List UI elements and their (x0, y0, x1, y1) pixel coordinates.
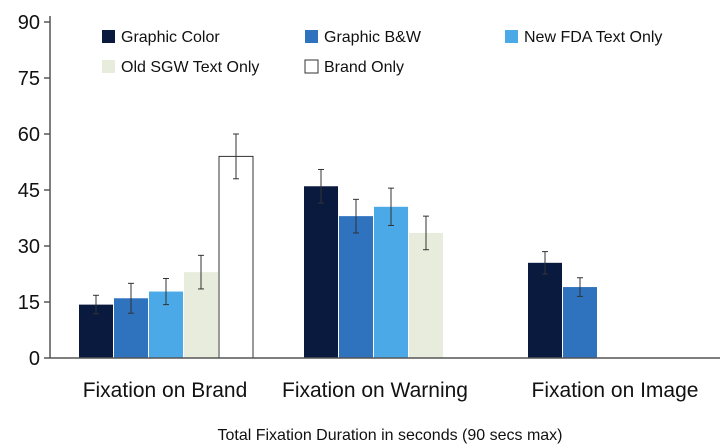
error-bar (388, 187, 394, 226)
legend-swatch (304, 59, 319, 74)
bar (304, 186, 338, 358)
bars (79, 133, 597, 359)
bar (374, 206, 408, 358)
x-axis: Fixation on Brand Fixation on Warning Fixa… (50, 357, 720, 402)
error-bar (353, 198, 359, 234)
y-tick-label: 60 (18, 124, 40, 146)
error-bar (128, 282, 134, 314)
legend-label: Graphic Color (121, 29, 220, 46)
legend: Graphic Color Graphic B&W New FDA Text Onl… (102, 29, 662, 76)
y-tick-label: 30 (18, 236, 40, 258)
legend-swatch (305, 30, 318, 43)
bar (409, 232, 443, 358)
x-axis-label: Total Fixation Duration in seconds (90 s… (217, 427, 562, 444)
legend-item: Old SGW Text Only (102, 59, 259, 76)
legend-label: Brand Only (324, 59, 404, 76)
legend-label: Old SGW Text Only (121, 59, 259, 76)
error-bar (542, 251, 548, 275)
legend-item: Graphic B&W (305, 29, 422, 46)
legend-swatch (102, 60, 115, 73)
error-bar (198, 254, 204, 290)
error-bar (233, 133, 239, 180)
legend-label: New FDA Text Only (524, 29, 662, 46)
legend-label: Graphic B&W (324, 29, 422, 46)
bar (528, 262, 562, 358)
bar (218, 155, 254, 359)
legend-swatch (505, 30, 518, 43)
legend-item: New FDA Text Only (505, 29, 662, 46)
legend-swatch (102, 30, 115, 43)
y-tick-label: 15 (18, 292, 40, 314)
x-category-label: Fixation on Warning (282, 379, 468, 402)
error-bar (163, 277, 169, 306)
y-tick-label: 45 (18, 180, 40, 202)
x-category-label: Fixation on Brand (83, 379, 248, 402)
legend-item: Brand Only (304, 59, 404, 76)
y-tick-label: 0 (29, 348, 40, 370)
legend-item: Graphic Color (102, 29, 220, 46)
error-bar (423, 215, 429, 251)
error-bar (577, 277, 583, 297)
bar (563, 287, 597, 358)
y-tick-label: 75 (18, 68, 40, 90)
error-bar (93, 294, 99, 315)
bar (339, 216, 373, 358)
y-tick-label: 90 (18, 12, 40, 34)
error-bar (318, 168, 324, 204)
y-axis: 0 15 30 45 60 75 90 (18, 12, 51, 370)
x-category-label: Fixation on Image (532, 379, 699, 402)
